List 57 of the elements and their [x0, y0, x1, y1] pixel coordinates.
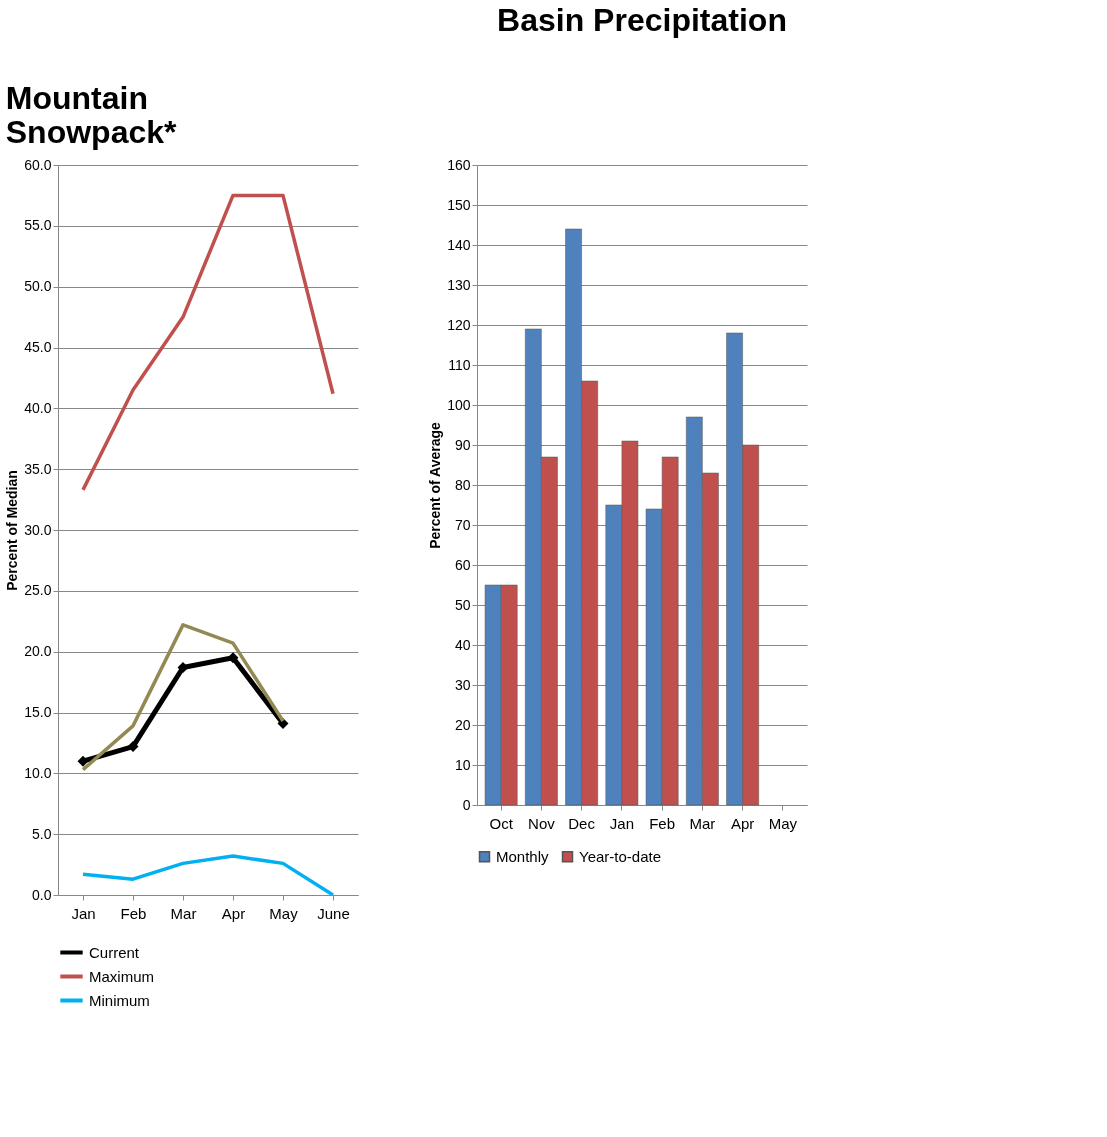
legend-label: Maximum [89, 967, 155, 985]
y-tick-label: 120 [447, 316, 471, 333]
y-tick-label: 80 [454, 476, 471, 493]
y-tick-label: 40 [454, 636, 471, 653]
x-tick-label: Oct [489, 814, 514, 832]
y-tick-label: 5.0 [32, 825, 52, 842]
legend-label: Monthly [496, 847, 550, 865]
x-tick-label: Nov [528, 814, 556, 832]
y-tick-label: 100 [447, 396, 471, 413]
y-tick-label: 55.0 [24, 217, 52, 234]
y-tick-label: 45.0 [24, 339, 52, 355]
x-tick-label: Apr [221, 904, 246, 922]
y-tick-label: 140 [447, 236, 471, 253]
y-axis-title: Percent of Median [4, 470, 21, 591]
y-tick-label: 60.0 [24, 156, 52, 173]
x-tick-label: Mar [170, 904, 197, 922]
y-tick-label: 70 [454, 516, 471, 533]
x-tick-label: Mar [689, 814, 716, 832]
y-tick-label: 110 [448, 356, 471, 373]
point [77, 755, 89, 767]
x-tick-label: Feb [649, 814, 676, 832]
x-tick-label: Jan [71, 904, 96, 922]
y-tick-label: 130 [447, 276, 471, 293]
x-tick-label: June [317, 904, 350, 922]
y-tick-label: 35.0 [24, 460, 52, 477]
y-tick-label: 30.0 [24, 521, 52, 538]
y-tick-label: 160 [447, 156, 471, 173]
chart-title: Basin Precipitation [497, 2, 787, 38]
legend-label: Year-to-date [579, 847, 662, 865]
y-axis-title: Percent of Average [427, 422, 444, 549]
y-tick-label: 20.0 [24, 643, 52, 660]
y-tick-label: 0.0 [32, 886, 52, 903]
line-series [81, 193, 335, 492]
x-tick-label: Jan [609, 814, 634, 832]
y-tick-label: 50.0 [24, 278, 52, 295]
y-tick-label: 60 [454, 556, 471, 573]
chart-title: Mountain Snowpack* [5, 80, 178, 150]
y-tick-label: 10.0 [24, 764, 52, 781]
x-tick-label: Feb [120, 904, 147, 922]
y-tick-label: 25.0 [24, 582, 52, 599]
y-tick-label: 90 [454, 436, 471, 453]
x-tick-label: Dec [568, 814, 596, 832]
y-tick-label: 20 [454, 716, 471, 733]
point [127, 741, 139, 753]
x-tick-label: May [768, 814, 798, 832]
y-tick-label: 15.0 [24, 704, 52, 720]
x-tick-label: May [269, 904, 299, 922]
y-tick-label: 50 [454, 596, 471, 613]
legend-label: Current [89, 943, 140, 961]
x-tick-label: Apr [730, 814, 755, 832]
legend-label: Minimum [89, 991, 150, 1009]
line-series [81, 854, 335, 895]
y-tick-label: 10 [454, 756, 471, 773]
y-tick-label: 150 [447, 196, 471, 213]
y-tick-label: 30 [454, 676, 471, 693]
y-tick-label: 40.0 [24, 399, 52, 416]
y-tick-label: 0 [462, 796, 471, 813]
